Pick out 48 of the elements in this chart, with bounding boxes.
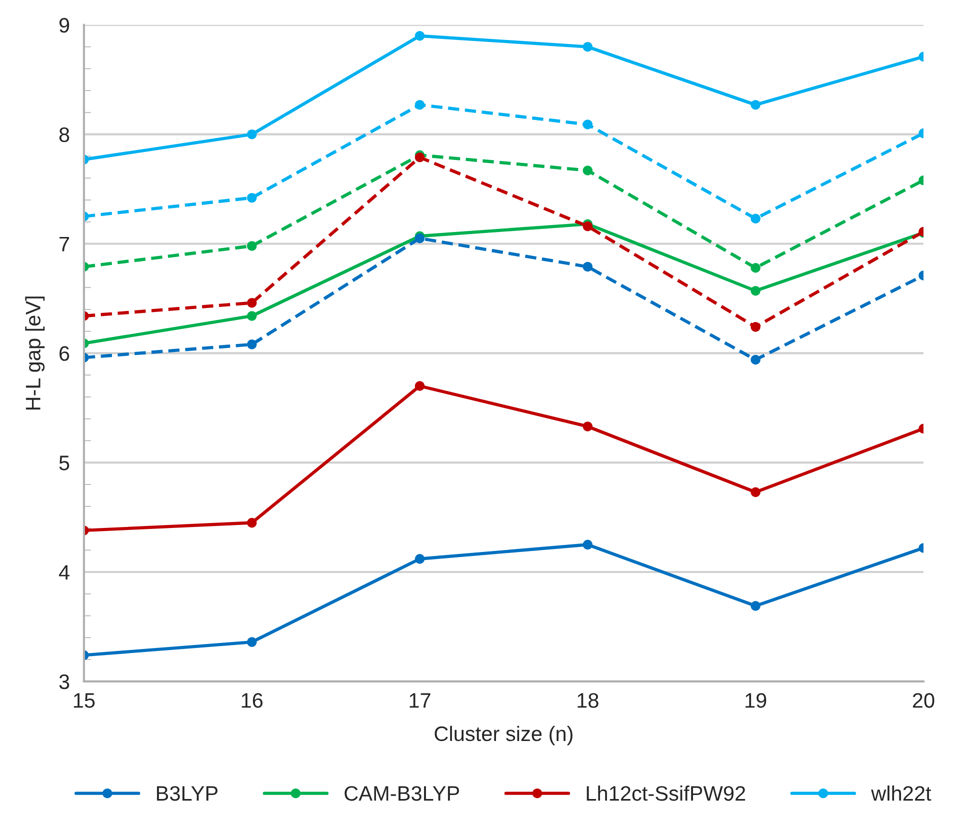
- y-tick-label: 3: [59, 674, 70, 690]
- point: [750, 100, 760, 110]
- point: [246, 129, 257, 140]
- y-tick-label: 9: [59, 18, 70, 33]
- point: [246, 340, 257, 350]
- x-tick-label: 20: [912, 693, 934, 708]
- point: [414, 233, 425, 244]
- point: [246, 298, 257, 308]
- point: [582, 422, 593, 432]
- y-tick-label: 7: [60, 236, 70, 252]
- point: [582, 120, 593, 130]
- point: [246, 192, 257, 203]
- point: [414, 554, 425, 564]
- point: [750, 354, 760, 365]
- point: [246, 241, 257, 251]
- point: [414, 100, 425, 110]
- point: [414, 381, 425, 391]
- x-tick-label: 19: [746, 693, 766, 708]
- point: [414, 31, 425, 41]
- point: [750, 322, 760, 332]
- x-tick-label: 18: [578, 693, 598, 708]
- y-tick-label: 6: [60, 346, 70, 361]
- point: [246, 518, 257, 528]
- point: [582, 42, 593, 52]
- point: [582, 262, 593, 272]
- legend-label: CAM-B3LYP: [344, 786, 460, 801]
- point: [414, 152, 425, 162]
- point: [750, 601, 760, 611]
- legend-label: Lh12ct-SsifPW92: [586, 786, 746, 801]
- point: [750, 487, 760, 497]
- point: [582, 221, 593, 232]
- point: [750, 262, 760, 273]
- x-tick-label: 17: [410, 693, 430, 708]
- point: [750, 214, 760, 224]
- point: [582, 540, 593, 550]
- point: [246, 637, 257, 647]
- x-tick-label: 16: [242, 693, 263, 708]
- point: [582, 166, 593, 176]
- y-tick-label: 4: [58, 565, 70, 580]
- x-tick-label: 15: [74, 693, 95, 708]
- y-tick-label: 5: [59, 456, 70, 470]
- legend-label: wlh22t: [871, 786, 932, 801]
- legend-label: B3LYP: [156, 786, 218, 801]
- x-axis-title: Cluster size (n): [434, 726, 572, 746]
- y-axis-title: H-L gap [eV]: [25, 296, 45, 410]
- point: [750, 286, 760, 296]
- y-tick-label: 8: [59, 127, 70, 142]
- point: [246, 311, 257, 321]
